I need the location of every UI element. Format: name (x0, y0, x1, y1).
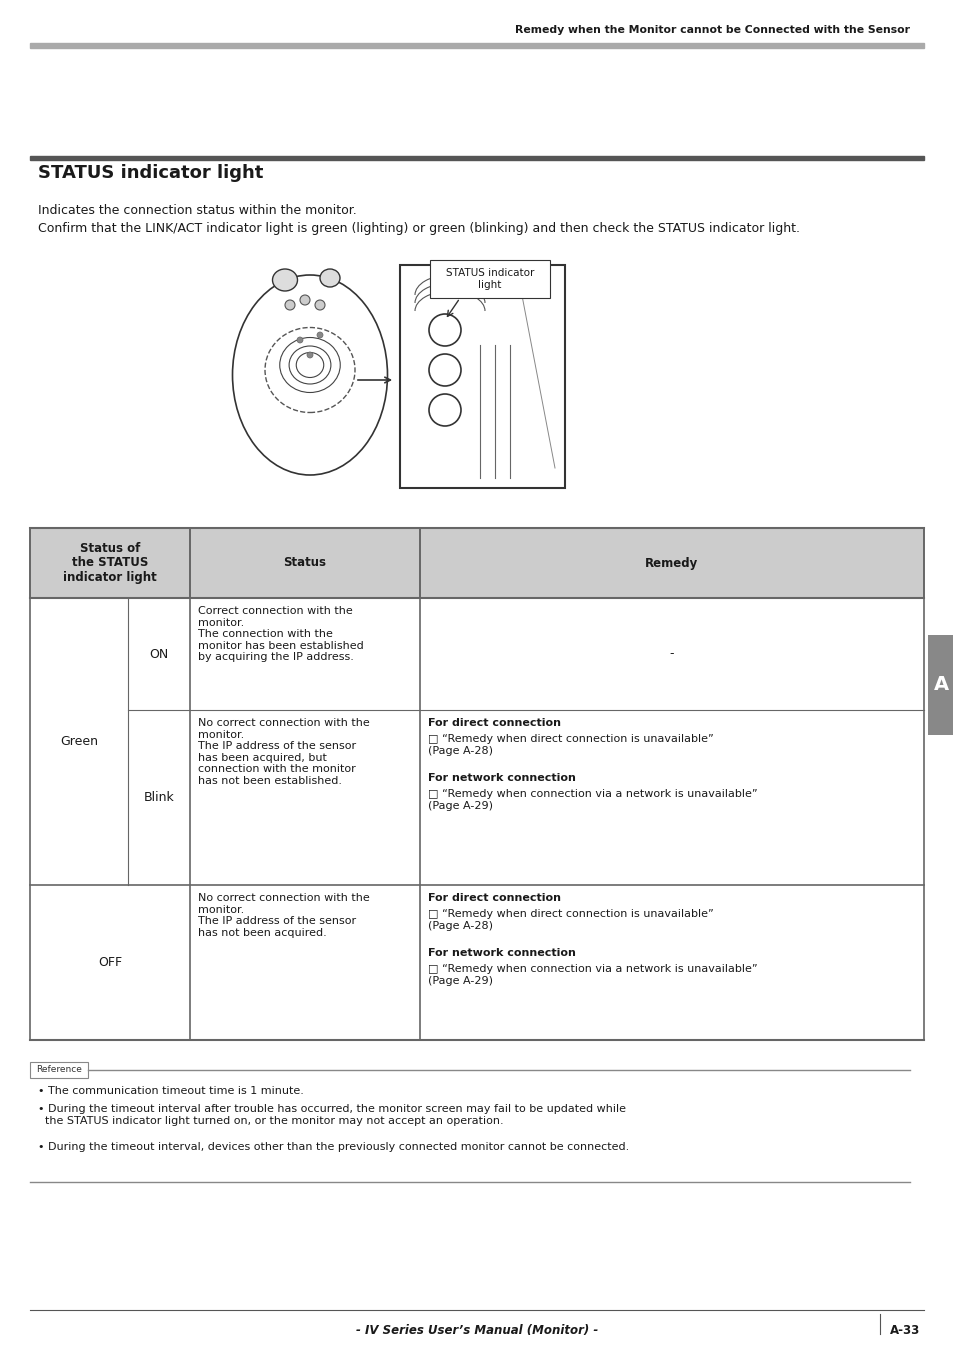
Text: Remedy: Remedy (644, 557, 698, 569)
Circle shape (296, 337, 303, 342)
Bar (30, 156, 923, 160)
Text: No correct connection with the
monitor.
The IP address of the sensor
has been ac: No correct connection with the monitor. … (198, 718, 370, 786)
Text: - IV Series User’s Manual (Monitor) -: - IV Series User’s Manual (Monitor) - (355, 1324, 598, 1337)
Text: • During the timeout interval, devices other than the previously connected monit: • During the timeout interval, devices o… (38, 1142, 629, 1153)
Ellipse shape (273, 270, 297, 291)
Bar (399, 266, 564, 488)
Text: ON: ON (150, 647, 169, 661)
Text: □ “Remedy when direct connection is unavailable”
(Page A-28): □ “Remedy when direct connection is unav… (428, 909, 713, 930)
Text: A-33: A-33 (889, 1324, 919, 1337)
Bar (30, 528, 923, 599)
Text: For network connection: For network connection (428, 772, 576, 783)
Text: □ “Remedy when connection via a network is unavailable”
(Page A-29): □ “Remedy when connection via a network … (428, 789, 757, 810)
Text: Indicates the connection status within the monitor.: Indicates the connection status within t… (38, 204, 356, 217)
Text: A: A (932, 675, 947, 694)
Bar (927, 635, 953, 735)
Bar (30, 43, 923, 49)
Text: STATUS indicator
light: STATUS indicator light (445, 268, 534, 290)
Ellipse shape (319, 270, 339, 287)
Circle shape (299, 295, 310, 305)
Text: • During the timeout interval after trouble has occurred, the monitor screen may: • During the timeout interval after trou… (38, 1104, 625, 1126)
Text: Blink: Blink (144, 791, 174, 803)
Text: Correct connection with the
monitor.
The connection with the
monitor has been es: Correct connection with the monitor. The… (198, 607, 363, 662)
Circle shape (429, 394, 460, 426)
Text: • The communication timeout time is 1 minute.: • The communication timeout time is 1 mi… (38, 1086, 304, 1096)
Circle shape (285, 301, 294, 310)
Text: Reference: Reference (36, 1065, 82, 1074)
Text: □ “Remedy when direct connection is unavailable”
(Page A-28): □ “Remedy when direct connection is unav… (428, 735, 713, 756)
Circle shape (314, 301, 325, 310)
Text: No correct connection with the
monitor.
The IP address of the sensor
has not bee: No correct connection with the monitor. … (198, 892, 370, 938)
Text: -: - (669, 647, 674, 661)
Circle shape (429, 355, 460, 386)
Text: Status of
the STATUS
indicator light: Status of the STATUS indicator light (63, 542, 156, 585)
Text: □ “Remedy when connection via a network is unavailable”
(Page A-29): □ “Remedy when connection via a network … (428, 964, 757, 985)
Text: Confirm that the LINK/ACT indicator light is green (lighting) or green (blinking: Confirm that the LINK/ACT indicator ligh… (38, 222, 800, 235)
Text: For direct connection: For direct connection (428, 718, 560, 728)
Text: For network connection: For network connection (428, 948, 576, 958)
Bar (30, 1062, 88, 1078)
Ellipse shape (233, 275, 387, 474)
Text: Green: Green (60, 735, 98, 748)
Bar (430, 260, 550, 298)
Text: OFF: OFF (98, 956, 122, 969)
Text: STATUS indicator light: STATUS indicator light (38, 164, 263, 182)
Text: Status: Status (283, 557, 326, 569)
Circle shape (316, 332, 323, 338)
Circle shape (429, 314, 460, 346)
Text: Remedy when the Monitor cannot be Connected with the Sensor: Remedy when the Monitor cannot be Connec… (515, 26, 909, 35)
Circle shape (307, 352, 313, 359)
Text: For direct connection: For direct connection (428, 892, 560, 903)
